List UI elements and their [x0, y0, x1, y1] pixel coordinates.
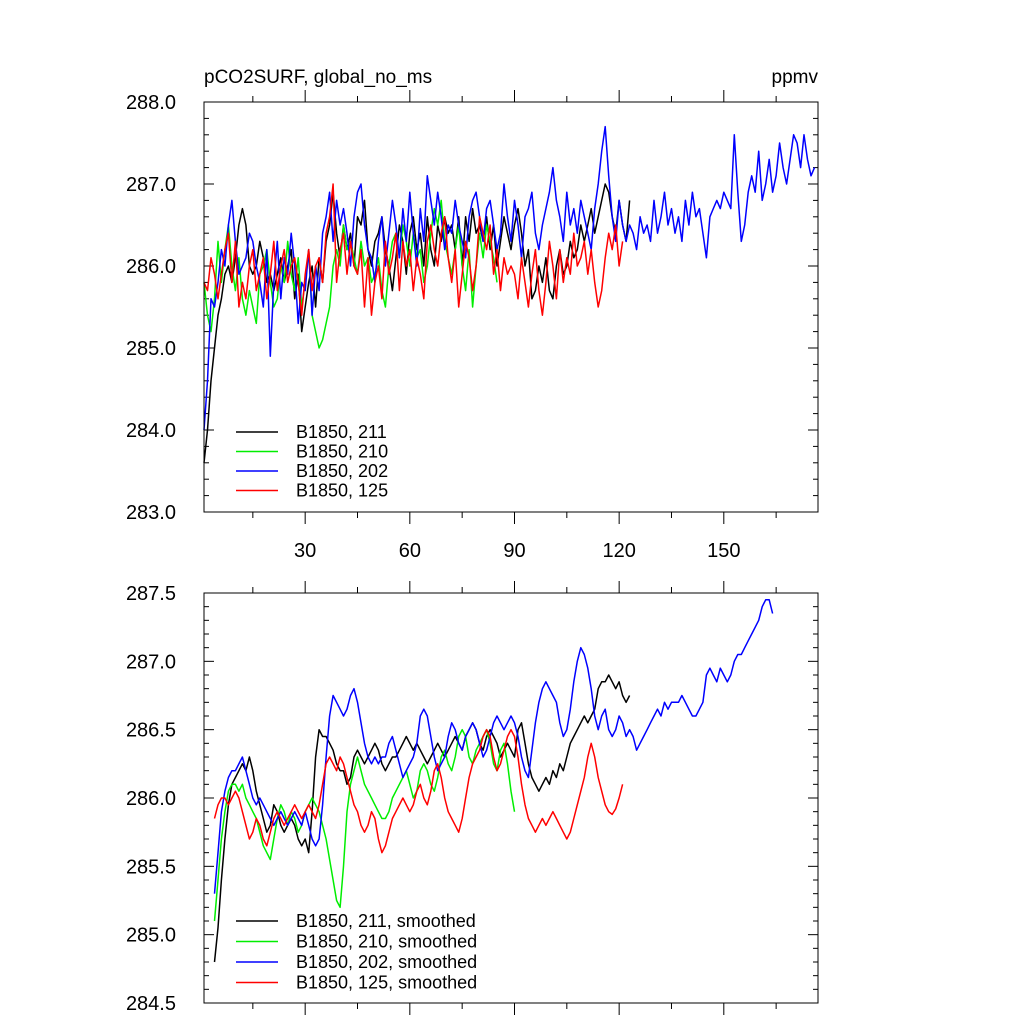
top-plot-area: 283.0 284.0 285.0 286.0 287.0 288.0 30 60 90 120 1… [126, 90, 818, 562]
top-x-tick-label: 60 [399, 540, 421, 562]
bottom-panel: 284.5 285.0 285.5 286.0 286.5 287.0 287.5 B1850… [126, 581, 819, 1015]
bottom-series-line-1 [213, 728, 516, 922]
bottom-plot-frame [203, 592, 819, 1004]
bottom-legend-label: B1850, 210, smoothed [296, 932, 477, 952]
bottom-series-line-0 [213, 674, 631, 963]
top-y-tick-label: 286.0 [126, 256, 176, 278]
top-x-tick-label: 90 [503, 540, 525, 562]
bottom-y-tick-label: 286.5 [126, 720, 176, 742]
bottom-y-tick-label: 285.5 [126, 856, 176, 878]
top-series-line-0 [203, 183, 631, 463]
bottom-legend-label: B1850, 125, smoothed [296, 973, 477, 993]
bottom-y-tick-label: 287.0 [126, 651, 176, 673]
top-legend-label: B1850, 211 [296, 422, 387, 442]
bottom-series-line-2 [213, 599, 774, 894]
top-y-tick-label: 284.0 [126, 420, 176, 442]
bottom-y-tick-label: 285.0 [126, 925, 176, 947]
top-x-tick-label: 30 [294, 540, 316, 562]
bottom-legend-label: B1850, 211, smoothed [296, 911, 476, 931]
top-legend-label: B1850, 125 [296, 481, 388, 501]
top-x-tick-label: 120 [602, 540, 635, 562]
top-y-tick-label: 287.0 [126, 174, 176, 196]
top-series-line-3 [203, 183, 624, 316]
top-y-tick-label: 288.0 [126, 92, 176, 114]
bottom-y-tick-label: 286.0 [126, 788, 176, 810]
top-y-tick-label: 283.0 [126, 502, 176, 524]
bottom-y-tick-label: 284.5 [126, 993, 176, 1015]
top-panel: pCO2SURF, global_no_ms ppmv 283.0284.028… [126, 67, 819, 562]
top-chart-units: ppmv [772, 67, 819, 88]
top-plot-frame [203, 101, 819, 513]
top-x-tick-label: 150 [707, 540, 740, 562]
top-chart-title: pCO2SURF, global_no_ms [204, 67, 432, 88]
top-legend-label: B1850, 210 [296, 442, 388, 462]
bottom-y-tick-label: 287.5 [126, 583, 176, 605]
bottom-legend-label: B1850, 202, smoothed [296, 952, 477, 972]
top-series-line-2 [203, 125, 816, 431]
bottom-plot-area: 284.5 285.0 285.5 286.0 286.5 287.0 287.5 B1850… [126, 581, 818, 1015]
top-legend-label: B1850, 202 [296, 461, 388, 481]
bottom-series-line-3 [213, 728, 624, 854]
top-y-tick-label: 285.0 [126, 338, 176, 360]
